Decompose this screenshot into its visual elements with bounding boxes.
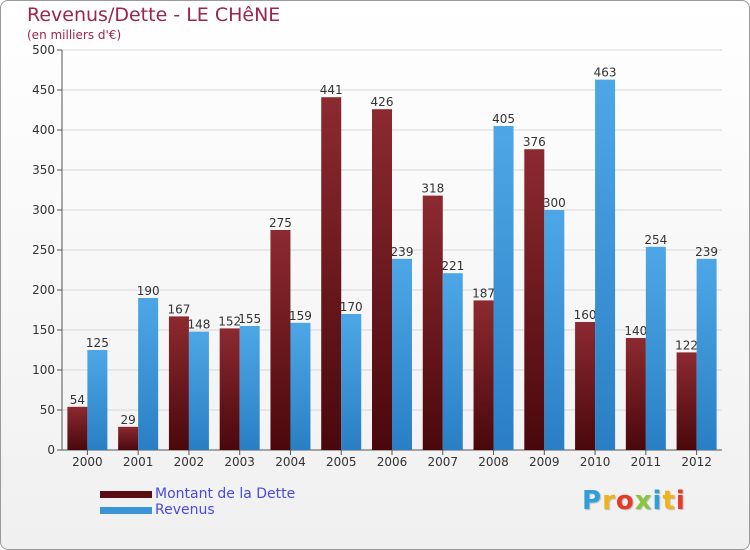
- y-tick-label: 350: [32, 163, 55, 177]
- brand-logo: Proxiti: [582, 486, 686, 516]
- chart-title: Revenus/Dette - LE CHêNE: [27, 4, 281, 26]
- data-label: 239: [695, 245, 718, 259]
- bar-revenue: [188, 331, 209, 450]
- bar-debt: [524, 149, 545, 450]
- legend-swatch-debt: [100, 490, 152, 498]
- bar-debt: [422, 195, 443, 450]
- data-label: 125: [86, 336, 109, 350]
- x-tick-label: 2003: [224, 455, 255, 469]
- bar-debt: [473, 300, 494, 450]
- brand-letter: o: [615, 486, 635, 516]
- x-tick-label: 2008: [478, 455, 509, 469]
- bar-revenue: [138, 298, 159, 450]
- x-tick-label: 2004: [275, 455, 306, 469]
- data-label: 463: [594, 66, 617, 80]
- bar-revenue: [239, 326, 260, 450]
- x-tick-label: 2012: [681, 455, 712, 469]
- data-label: 152: [218, 314, 241, 328]
- legend-swatch-revenue: [100, 506, 152, 514]
- data-label: 54: [70, 393, 85, 407]
- x-tick-label: 2009: [529, 455, 560, 469]
- brand-letter: i: [652, 486, 663, 516]
- bar-debt: [575, 322, 596, 450]
- data-label: 170: [340, 300, 363, 314]
- legend-label-debt: Montant de la Dette: [155, 486, 296, 502]
- bar-debt: [321, 97, 342, 450]
- bar-debt: [270, 230, 291, 450]
- bar-debt: [67, 406, 88, 450]
- bar-debt: [676, 352, 697, 450]
- data-label: 187: [472, 286, 495, 300]
- legend-item-debt: Montant de la Dette: [100, 486, 295, 502]
- bar-debt: [625, 338, 646, 450]
- x-tick-label: 2010: [580, 455, 611, 469]
- brand-letter: t: [662, 486, 676, 516]
- y-tick-label: 250: [32, 243, 55, 257]
- legend-label-revenue: Revenus: [155, 502, 215, 518]
- bar-revenue: [442, 273, 463, 450]
- data-label: 29: [121, 413, 136, 427]
- data-label: 275: [269, 216, 292, 230]
- data-label: 167: [167, 302, 190, 316]
- chart-subtitle: (en milliers d'€): [27, 28, 122, 42]
- x-tick-label: 2001: [123, 455, 154, 469]
- data-label: 300: [543, 196, 566, 210]
- bar-debt: [219, 328, 240, 450]
- brand-letter: P: [582, 486, 603, 516]
- data-label: 426: [371, 95, 394, 109]
- data-label: 159: [289, 309, 312, 323]
- data-label: 221: [441, 259, 464, 273]
- bar-debt: [168, 316, 189, 450]
- bar-revenue: [696, 258, 717, 450]
- bar-debt: [372, 109, 392, 450]
- y-tick-label: 450: [32, 83, 55, 97]
- bar-revenue: [595, 79, 616, 450]
- y-tick-label: 50: [40, 403, 55, 417]
- y-tick-label: 0: [47, 443, 55, 457]
- data-label: 190: [137, 284, 160, 298]
- data-label: 122: [675, 338, 698, 352]
- y-tick-label: 100: [32, 363, 55, 377]
- bar-revenue: [392, 258, 412, 450]
- data-label: 239: [391, 245, 414, 259]
- data-label: 140: [624, 324, 647, 338]
- y-tick-label: 300: [32, 203, 55, 217]
- brand-letter: r: [602, 486, 616, 516]
- data-label: 254: [644, 233, 667, 247]
- x-tick-label: 2011: [631, 455, 662, 469]
- data-label: 441: [320, 83, 343, 97]
- brand-letter: i: [675, 486, 686, 516]
- bar-revenue: [493, 126, 514, 450]
- x-tick-label: 2006: [377, 455, 408, 469]
- legend-item-revenue: Revenus: [100, 502, 295, 518]
- data-label: 376: [523, 135, 546, 149]
- data-label: 405: [492, 112, 515, 126]
- data-label: 318: [421, 182, 444, 196]
- bar-debt: [118, 426, 139, 450]
- bar-revenue: [87, 350, 108, 450]
- bar-revenue: [341, 314, 362, 450]
- x-tick-label: 2005: [326, 455, 357, 469]
- data-label: 160: [574, 308, 597, 322]
- y-tick-label: 500: [32, 43, 55, 57]
- data-label: 148: [187, 318, 210, 332]
- bar-revenue: [544, 210, 565, 450]
- x-tick-label: 2000: [72, 455, 103, 469]
- y-tick-label: 200: [32, 283, 55, 297]
- bar-revenue: [645, 246, 666, 450]
- legend: Montant de la Dette Revenus: [100, 486, 295, 518]
- data-label: 155: [238, 312, 261, 326]
- y-tick-label: 150: [32, 323, 55, 337]
- x-tick-label: 2007: [427, 455, 458, 469]
- x-tick-label: 2002: [174, 455, 205, 469]
- y-tick-label: 400: [32, 123, 55, 137]
- bar-revenue: [290, 322, 311, 450]
- brand-letter: x: [634, 486, 653, 516]
